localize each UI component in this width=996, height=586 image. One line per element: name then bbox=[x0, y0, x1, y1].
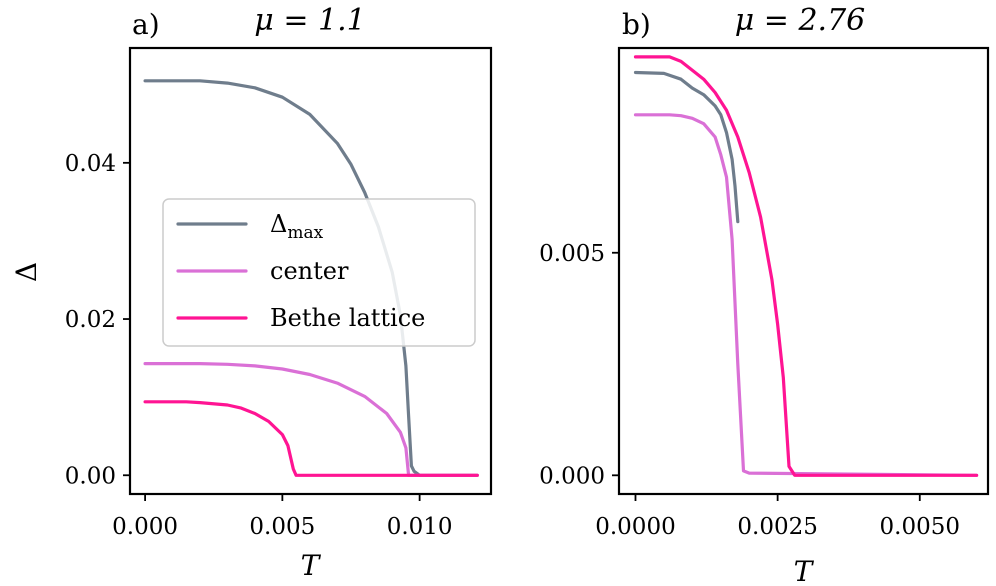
legend-entry-bethe-lattice: Bethe lattice bbox=[270, 304, 425, 332]
panel-b-series-delta-max bbox=[633, 70, 740, 224]
panel-b-x-axis-label: T bbox=[794, 555, 815, 586]
panel-b-title: μ = 2.76 bbox=[735, 3, 866, 38]
panel-a-series-center bbox=[143, 362, 479, 477]
panel-b: b) μ = 2.76 T 0.0000 0.0025 0.0050 0.000 0.… bbox=[539, 3, 990, 586]
panel-a-y-axis-label: Δ bbox=[10, 262, 43, 282]
panel-b-axes-frame bbox=[617, 46, 990, 496]
panel-b-label: b) bbox=[622, 8, 651, 41]
panel-b-series-center bbox=[633, 113, 979, 477]
panel-b-x-tick-label: 0.0050 bbox=[880, 514, 960, 540]
panel-a-title: μ = 1.1 bbox=[254, 3, 365, 38]
legend-entry-delta-max: Δmax bbox=[270, 210, 324, 243]
panel-a-y-tick-label: 0.00 bbox=[65, 463, 116, 489]
panel-a-series-bethe-lattice bbox=[143, 400, 479, 477]
legend: Δmax center Bethe lattice bbox=[162, 198, 476, 347]
panel-a-x-tick-label: 0.005 bbox=[249, 514, 315, 540]
panel-a-label: a) bbox=[132, 8, 160, 41]
legend-entry-center: center bbox=[270, 257, 349, 285]
panel-a-x-tick-label: 0.010 bbox=[387, 514, 453, 540]
panel-a-x-tick-label: 0.000 bbox=[112, 514, 178, 540]
panel-b-y-tick-label: 0.005 bbox=[539, 241, 605, 267]
panel-a-axes-frame bbox=[128, 46, 493, 496]
legend-box bbox=[162, 198, 476, 347]
panel-a-x-axis-label: T bbox=[301, 549, 322, 582]
panel-a: a) μ = 1.1 Δ T 0.000 0.005 0.010 0.00 0.02 0… bbox=[10, 3, 493, 582]
panel-a-y-tick-label: 0.04 bbox=[65, 151, 116, 177]
panel-b-y-tick-label: 0.000 bbox=[539, 463, 605, 489]
panel-b-x-tick-label: 0.0000 bbox=[595, 514, 675, 540]
panel-b-x-tick-label: 0.0025 bbox=[737, 514, 817, 540]
panel-a-y-tick-label: 0.02 bbox=[65, 307, 116, 333]
panel-b-series-bethe-lattice bbox=[633, 55, 979, 477]
